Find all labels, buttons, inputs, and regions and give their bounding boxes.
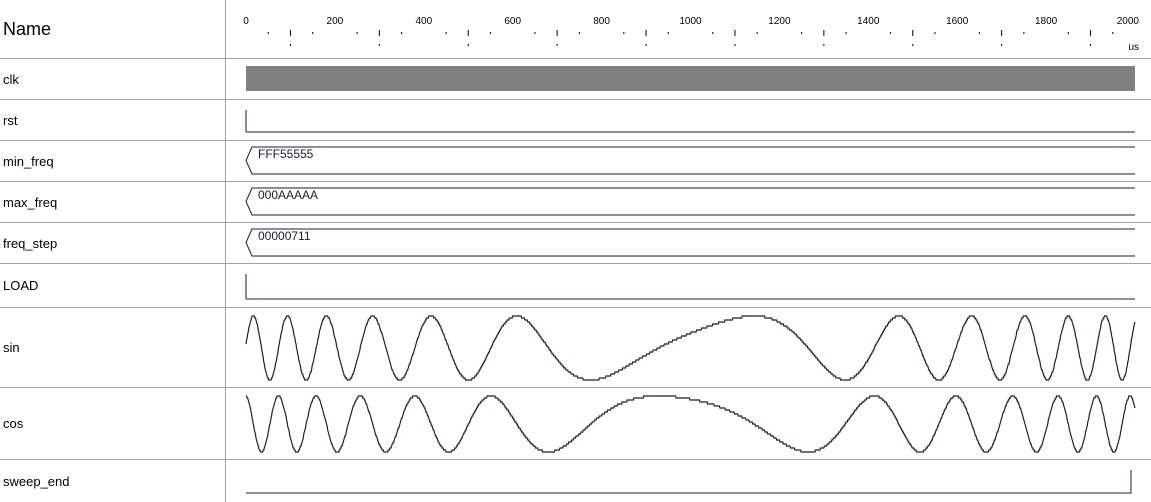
ruler-tick-label: 1600 (946, 16, 969, 27)
waveform-sin-svg (245, 315, 1136, 381)
bus-value-freq-step: 00000711 (258, 229, 311, 243)
signal-name-min-freq[interactable]: min_freq (0, 141, 226, 182)
signal-name-rst[interactable]: rst (0, 100, 226, 141)
analog-trace-cos (245, 395, 1136, 453)
waveform-freq-step[interactable]: 00000711 (226, 223, 1151, 264)
waveform-rst-svg (245, 110, 1135, 133)
name-header-label: Name (3, 18, 52, 39)
waveform-max-freq[interactable]: 000AAAAA (226, 182, 1151, 223)
ruler-tick-label: 400 (415, 16, 432, 27)
ruler-tick-label: 1800 (1035, 16, 1058, 27)
signal-name-sweep-end[interactable]: sweep_end (0, 460, 226, 502)
analog-trace-sin (245, 315, 1136, 381)
waveform-min-freq[interactable]: FFF55555 (226, 141, 1151, 182)
waveform-sweep-end[interactable] (226, 460, 1151, 502)
ruler-tick-label: 1400 (857, 16, 880, 27)
signal-name-label: freq_step (3, 235, 58, 251)
waveform-sin[interactable] (226, 308, 1151, 388)
signal-name-label: cos (3, 416, 24, 431)
bit-trace (246, 470, 1132, 494)
ruler-tick-label: 600 (504, 16, 521, 27)
bus-trace (245, 146, 1135, 175)
signal-name-max-freq[interactable]: max_freq (0, 182, 226, 223)
bus-trace (245, 228, 1135, 257)
waveform-min-freq-svg: FFF55555 (245, 146, 1135, 175)
signal-name-load[interactable]: LOAD (0, 264, 226, 308)
signal-name-sin[interactable]: sin (0, 308, 226, 388)
name-column-header: Name (0, 0, 226, 59)
waveform-clk-svg (246, 66, 1135, 91)
waveform-load[interactable] (226, 264, 1151, 308)
signal-name-label: min_freq (3, 153, 54, 169)
ruler-tick-label: 2000 (1117, 16, 1140, 27)
signal-name-label: rst (3, 112, 18, 128)
time-ruler: 0 200 400 600 800 1000 1200 1400 1600 1800 2000 us (226, 0, 1151, 59)
clock-dense-band (246, 66, 1135, 91)
waveform-cos[interactable] (226, 388, 1151, 460)
waveform-freq-step-svg: 00000711 (245, 228, 1135, 257)
ruler-tick-label: 1200 (768, 16, 791, 27)
ruler-unit-label: us (1128, 42, 1139, 53)
time-ruler-svg: 0 200 400 600 800 1000 1200 1400 1600 1800 2000 us (243, 16, 1140, 53)
ruler-tick-label: 800 (593, 16, 610, 27)
bus-trace (245, 187, 1135, 216)
signal-name-label: LOAD (3, 278, 39, 293)
ruler-tick-label: 1000 (679, 16, 702, 27)
signal-name-freq-step[interactable]: freq_step (0, 223, 226, 264)
waveform-sweep-end-svg (246, 470, 1132, 494)
waveform-load-svg (245, 274, 1135, 300)
signal-name-label: clk (3, 71, 19, 87)
signal-name-cos[interactable]: cos (0, 388, 226, 460)
ruler-tick-label: 200 (327, 16, 344, 27)
ruler-tick-label: 0 (243, 16, 249, 27)
signal-name-label: sin (3, 340, 20, 355)
waveform-rst[interactable] (226, 100, 1151, 141)
bus-value-max-freq: 000AAAAA (258, 188, 318, 202)
signal-name-label: sweep_end (3, 473, 70, 489)
signal-name-clk[interactable]: clk (0, 59, 226, 100)
waveform-cos-svg (245, 395, 1136, 453)
signal-name-label: max_freq (3, 194, 58, 210)
bus-value-min-freq: FFF55555 (258, 147, 314, 161)
waveform-max-freq-svg: 000AAAAA (245, 187, 1135, 216)
waveform-clk[interactable] (226, 59, 1151, 100)
